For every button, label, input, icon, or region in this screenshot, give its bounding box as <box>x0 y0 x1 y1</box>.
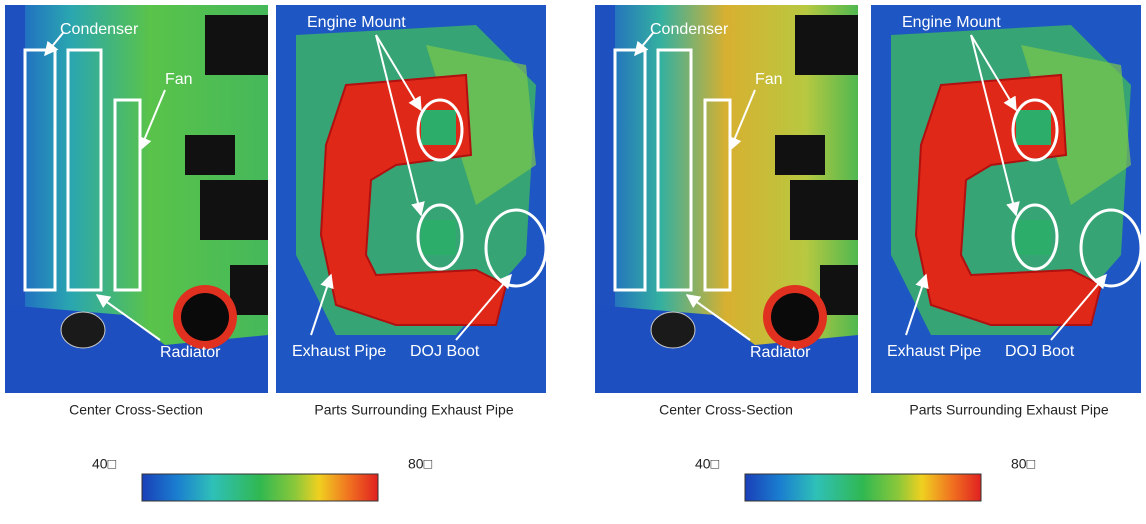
arrow <box>95 294 161 341</box>
part-label: Condenser <box>650 21 729 38</box>
part-label: Fan <box>755 71 783 88</box>
cold-strip <box>5 5 25 393</box>
exhaust-image: Engine Mount Exhaust Pipe DOJ Boot Parts Su… <box>871 5 1143 418</box>
colorbar-max-label: 80□ <box>408 456 433 472</box>
pipe <box>181 293 229 341</box>
body-block <box>230 265 268 315</box>
part-outline <box>656 48 693 292</box>
part-outline <box>113 98 142 292</box>
part-label: Fan <box>165 71 193 88</box>
body-block <box>820 265 858 315</box>
arrow <box>905 273 929 336</box>
arrow <box>728 89 756 152</box>
part-outline <box>613 48 647 292</box>
caption: Parts Surrounding Exhaust Pipe <box>314 402 513 418</box>
body-block <box>200 180 268 240</box>
arrow <box>1050 273 1107 341</box>
part-outline <box>23 48 57 292</box>
arrow <box>375 34 422 112</box>
arrow <box>44 32 64 57</box>
body-block <box>795 15 858 75</box>
highlight <box>416 203 464 271</box>
part-outline <box>66 48 103 292</box>
cold-strip <box>595 5 615 393</box>
caption: Center Cross-Section <box>659 402 793 418</box>
thermal-map <box>5 5 268 393</box>
mount <box>1016 220 1051 255</box>
device <box>60 311 106 349</box>
arrow <box>685 294 751 341</box>
part-label: Radiator <box>750 344 811 361</box>
arrow <box>970 34 1017 112</box>
mount <box>1016 110 1051 145</box>
highlight <box>1011 203 1059 271</box>
mount <box>421 110 456 145</box>
body-block <box>775 135 825 175</box>
highlight <box>484 208 548 288</box>
cross-section-image: Condenser Fan Radiator Center Cross-Section <box>595 5 858 418</box>
arrow <box>310 273 334 336</box>
colorbar <box>744 473 982 502</box>
arrow <box>634 32 654 57</box>
part-label: Exhaust Pipe <box>887 343 981 360</box>
body-block <box>205 15 268 75</box>
part-label: Engine Mount <box>902 14 1001 31</box>
highlight <box>416 98 464 162</box>
part-label: DOJ Boot <box>1005 343 1075 360</box>
colorbar-max-label: 80□ <box>1011 456 1036 472</box>
body-block <box>185 135 235 175</box>
part-label: Condenser <box>60 21 139 38</box>
cross-section-image: Condenser Fan Radiator Center Cross-Section <box>5 5 268 418</box>
colorbar-min-label: 40□ <box>695 456 720 472</box>
caption: Parts Surrounding Exhaust Pipe <box>909 402 1108 418</box>
part-label: Engine Mount <box>307 14 406 31</box>
arrow <box>455 273 512 341</box>
colorbar <box>141 473 379 502</box>
highlight <box>1011 98 1059 162</box>
part-label: Radiator <box>160 344 221 361</box>
exhaust-image: Engine Mount Exhaust Pipe DOJ Boot Parts Su… <box>276 5 548 418</box>
part-label: Exhaust Pipe <box>292 343 386 360</box>
device <box>650 311 696 349</box>
caption: Center Cross-Section <box>69 402 203 418</box>
pipe <box>771 293 819 341</box>
arrow <box>138 89 166 152</box>
body-block <box>790 180 858 240</box>
thermal-map <box>595 5 858 393</box>
part-outline <box>703 98 732 292</box>
highlight <box>1079 208 1143 288</box>
colorbar-min-label: 40□ <box>92 456 117 472</box>
arrow <box>375 34 425 217</box>
part-label: DOJ Boot <box>410 343 480 360</box>
mount <box>421 220 456 255</box>
arrow <box>970 34 1020 217</box>
